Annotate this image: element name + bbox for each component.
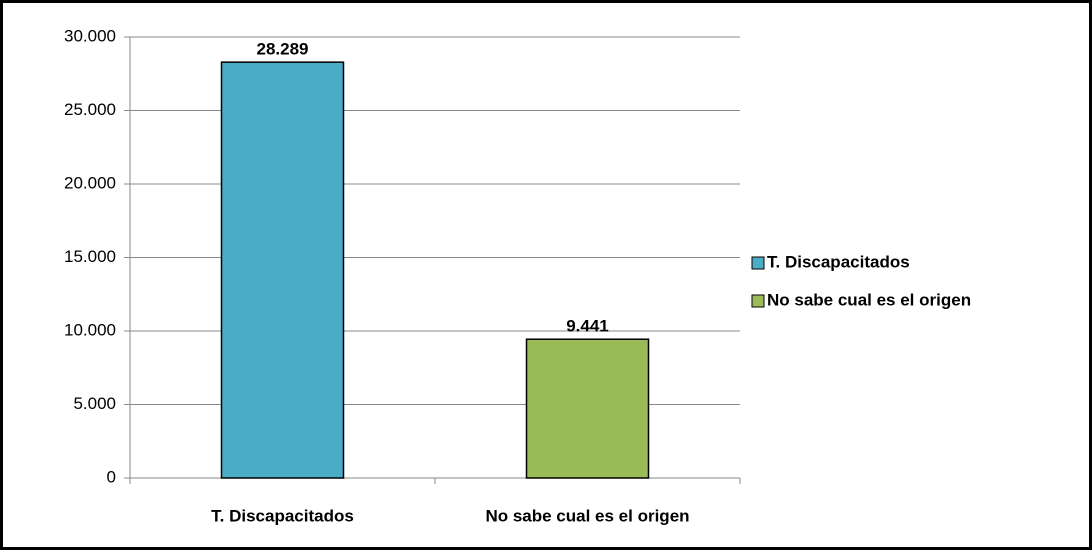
value-label: 28.289 bbox=[257, 40, 309, 59]
x-tick-label: No sabe cual es el origen bbox=[485, 506, 689, 525]
x-tick-label: T. Discapacitados bbox=[211, 506, 354, 525]
y-tick-label: 0 bbox=[107, 467, 116, 486]
value-label: 9.441 bbox=[566, 317, 609, 336]
y-tick-label: 25.000 bbox=[64, 100, 116, 119]
y-tick-label: 15.000 bbox=[64, 247, 116, 266]
legend-swatch bbox=[751, 294, 765, 308]
legend-label: No sabe cual es el origen bbox=[767, 290, 971, 309]
y-tick-label: 5.000 bbox=[73, 394, 116, 413]
bar bbox=[525, 338, 650, 479]
bar bbox=[220, 61, 345, 479]
y-tick-label: 20.000 bbox=[64, 173, 116, 192]
y-tick-label: 10.000 bbox=[64, 320, 116, 339]
legend-label: T. Discapacitados bbox=[767, 252, 910, 271]
y-tick-label: 30.000 bbox=[64, 26, 116, 45]
legend-swatch bbox=[751, 256, 765, 270]
